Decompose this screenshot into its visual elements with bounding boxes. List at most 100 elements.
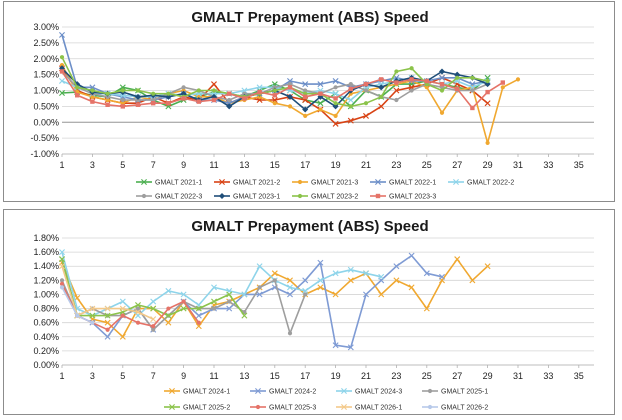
chart1-x-tick-label: 23 (391, 160, 401, 170)
chart1-data-point (211, 97, 217, 103)
chart1-data-point (256, 84, 263, 91)
chart2-series-1 (59, 256, 491, 340)
chart2-data-point (408, 252, 415, 259)
chart1-legend-label: GMALT 2022-2 (467, 180, 514, 187)
chart1-data-point (318, 107, 323, 112)
chart2-series-2 (59, 252, 445, 351)
chart1-data-point (363, 112, 369, 119)
chart-1-svg: GMALT Prepayment (ABS) Speed -1.00% -0.50%… (30, 9, 594, 201)
chart2-y-tick-label: 0.40% (33, 332, 59, 342)
chart2-data-point (363, 291, 369, 298)
chart1-data-point (363, 81, 369, 87)
chart1-data-point (227, 97, 232, 103)
chart1-data-point (135, 97, 141, 103)
chart-panel-2: GMALT Prepayment (ABS) Speed 0.00% 0.20% 0.… (3, 209, 615, 415)
chart2-data-point (195, 312, 202, 319)
chart1-data-point (272, 88, 277, 93)
chart2-data-point (303, 292, 308, 297)
chart1-y-tick-label: 3.00% (33, 22, 59, 32)
chart1-legend-marker (141, 193, 147, 199)
chart1-x-tick-label: 31 (513, 160, 523, 170)
chart1-data-point (455, 75, 460, 80)
chart2-x-tick-label: 5 (120, 371, 125, 381)
chart2-data-point (165, 312, 172, 319)
chart1-data-point (363, 88, 369, 93)
chart1-data-point (394, 97, 399, 103)
chart1-x-tick-label: 27 (452, 160, 462, 170)
chart2-x-tick-label: 13 (239, 371, 249, 381)
chart1-data-point (379, 94, 384, 99)
chart2-legend: GMALT 2024-1 GMALT 2024-2 GMALT 2024-3 GMAL… (164, 388, 488, 412)
chart1-data-point (409, 88, 414, 93)
chart2-legend-label: GMALT 2025-2 (183, 405, 230, 412)
chart2-data-point (119, 333, 126, 340)
chart2-data-point (347, 344, 354, 351)
chart1-legend-marker (297, 193, 303, 199)
chart2-legend-marker (169, 388, 175, 394)
chart1-data-point (257, 94, 262, 99)
chart2-data-point (378, 273, 385, 280)
chart1-data-point (120, 88, 125, 93)
chart1-data-point (363, 101, 369, 106)
chart2-y-tick-label: 1.20% (33, 275, 59, 285)
chart1-data-point (59, 31, 65, 38)
chart1-data-point (90, 99, 95, 104)
chart1-data-point (166, 101, 171, 106)
chart1-data-point (379, 77, 384, 82)
chart1-data-point (196, 94, 201, 99)
chart2-data-point (241, 291, 248, 298)
chart2-data-point (104, 305, 111, 312)
chart2-data-point (317, 277, 324, 284)
chart2-data-point (211, 284, 217, 291)
chart1-y-tick-label: 2.50% (33, 38, 59, 48)
chart2-series-7 (59, 263, 157, 323)
chart1-data-point (272, 101, 277, 106)
chart2-x-tick-label: 1 (59, 371, 64, 381)
chart2-legend-marker (427, 388, 433, 394)
chart2-data-point (287, 277, 293, 284)
chart2-data-point (211, 298, 217, 305)
chart1-x-tick-label: 1 (59, 160, 64, 170)
chart1-data-point (347, 117, 354, 124)
chart2-data-point (317, 259, 324, 266)
chart2-legend-label: GMALT 2026-1 (355, 405, 402, 412)
chart2-data-point (150, 298, 157, 305)
chart2-x-tick-label: 21 (361, 371, 371, 381)
chart1-data-point (287, 77, 293, 84)
chart1-data-point (500, 85, 505, 90)
chart2-data-point (484, 263, 491, 270)
chart2-data-point (165, 319, 172, 326)
chart2-grid (62, 237, 594, 366)
chart1-data-point (135, 93, 141, 100)
chart1-data-point (394, 69, 399, 74)
chart2-data-point (89, 312, 96, 319)
chart2-data-point (423, 305, 430, 312)
chart2-x-tick-label: 11 (209, 371, 218, 381)
chart2-data-point (439, 273, 445, 280)
chart2-data-point (196, 320, 201, 325)
chart1-data-point (333, 96, 338, 101)
chart1-data-point (409, 66, 414, 71)
chart2-y-tick-label: 0.80% (33, 304, 59, 314)
chart1-data-point (333, 113, 338, 118)
chart2-data-point (150, 305, 157, 312)
chart1-data-point (105, 102, 110, 107)
chart1-data-point (272, 85, 277, 90)
chart1-data-point (120, 97, 125, 103)
chart2-legend-label: GMALT 2024-3 (355, 389, 402, 396)
chart1-data-point (485, 89, 490, 95)
chart1-data-point (211, 81, 217, 88)
chart2-x-tick-label: 3 (90, 371, 95, 381)
chart1-legend-label: GMALT 2021-1 (155, 180, 202, 187)
chart1-data-point (135, 102, 141, 107)
chart1-y-tick-label: 1.00% (33, 86, 59, 96)
chart1-data-point (242, 96, 247, 101)
chart1-data-point (347, 97, 354, 104)
chart1-legend-label: GMALT 2023-1 (233, 194, 280, 201)
chart1-data-point (59, 63, 65, 68)
chart2-legend-marker (427, 404, 433, 410)
chart1-data-point (119, 84, 126, 91)
chart1-legend-marker (297, 179, 303, 185)
chart2-data-point (59, 263, 65, 270)
chart1-data-point (180, 90, 187, 97)
